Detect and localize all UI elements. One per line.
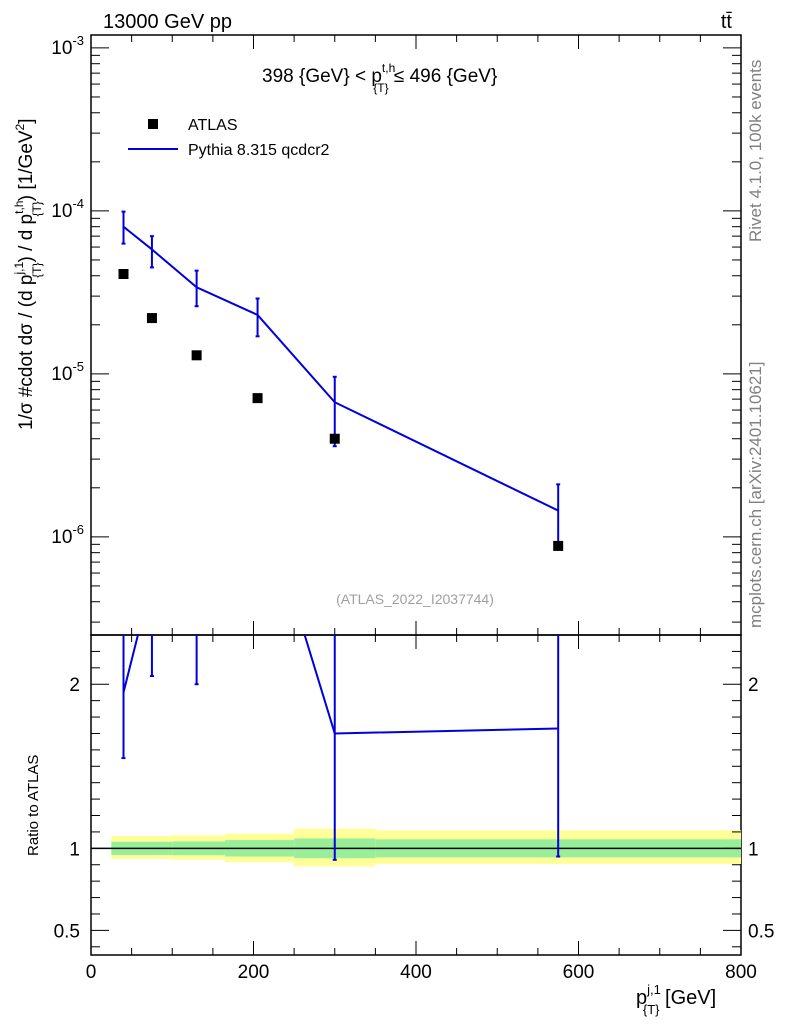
legend-atlas-marker xyxy=(148,119,158,129)
main-y-tick-label: 10-6 xyxy=(51,522,84,548)
process-label: tt̄ xyxy=(721,11,733,33)
pythia-ratio-line xyxy=(122,635,559,735)
ratio-y-tick-label: 0.5 xyxy=(54,921,80,942)
atlas-point xyxy=(191,350,202,361)
atlas-point xyxy=(329,433,340,444)
main-y-tick-label: 10-5 xyxy=(51,359,84,385)
y-axis-label-ratio: Ratio to ATLAS xyxy=(25,755,42,856)
ratio-y-tick-label: 2 xyxy=(69,675,80,696)
y-axis-label-main: 1/σ #cdot dσ / (d pj,1 {T}) / d pt,h {T}) … xyxy=(12,118,44,430)
analysis-watermark: (ATLAS_2022_I2037744) xyxy=(336,591,494,607)
legend-pythia-label: Pythia 8.315 qcdcr2 xyxy=(188,142,330,159)
main-axes: 10-6 10-5 10-4 10-3 xyxy=(51,33,742,635)
x-tick-label: 0 xyxy=(86,962,97,983)
ratio-series xyxy=(121,635,561,861)
x-axis-label: pj,1 {T} [GeV] xyxy=(636,982,716,1017)
energy-label: 13000 GeV pp xyxy=(103,11,232,33)
atlas-point xyxy=(118,269,129,280)
main-series xyxy=(118,210,564,551)
main-y-tick-label: 10-4 xyxy=(51,196,84,222)
atlas-point xyxy=(553,540,564,551)
ratio-axes: 0 200 400 600 800 0.5 0.5 1 1 2 2 xyxy=(54,635,774,983)
main-y-tick-label: 10-3 xyxy=(51,33,84,59)
ratio-y-tick-label: 1 xyxy=(69,839,80,860)
x-tick-label: 400 xyxy=(400,962,432,983)
ratio-y-tick-label-right: 0.5 xyxy=(748,921,774,942)
rivet-version-label: Rivet 4.1.0, 100k events xyxy=(746,59,765,242)
atlas-point xyxy=(252,393,263,404)
atlas-point xyxy=(146,313,157,324)
cut-label-sup: t,h xyxy=(382,61,395,75)
source-label: mcplots.cern.ch [arXiv:2401.10621] xyxy=(746,361,765,628)
x-tick-label: 800 xyxy=(725,962,757,983)
ratio-panel-frame xyxy=(90,634,742,956)
cut-label-tail: ≤ 496 {GeV} xyxy=(389,66,498,87)
ratio-bands xyxy=(91,828,741,867)
cut-label-main: 398 {GeV} < p xyxy=(262,66,382,87)
legend-atlas-label: ATLAS xyxy=(188,117,238,134)
cut-label-sub: {T} xyxy=(373,81,388,95)
x-tick-label: 200 xyxy=(238,962,270,983)
cut-label: 398 {GeV} < pt,h {T} ≤ 496 {GeV} xyxy=(262,61,497,95)
legend: ATLAS Pythia 8.315 qcdcr2 xyxy=(128,117,330,159)
ratio-y-tick-label-right: 2 xyxy=(748,675,759,696)
ratio-y-tick-label-right: 1 xyxy=(748,839,759,860)
pythia-line xyxy=(122,225,559,512)
x-tick-label: 600 xyxy=(563,962,595,983)
